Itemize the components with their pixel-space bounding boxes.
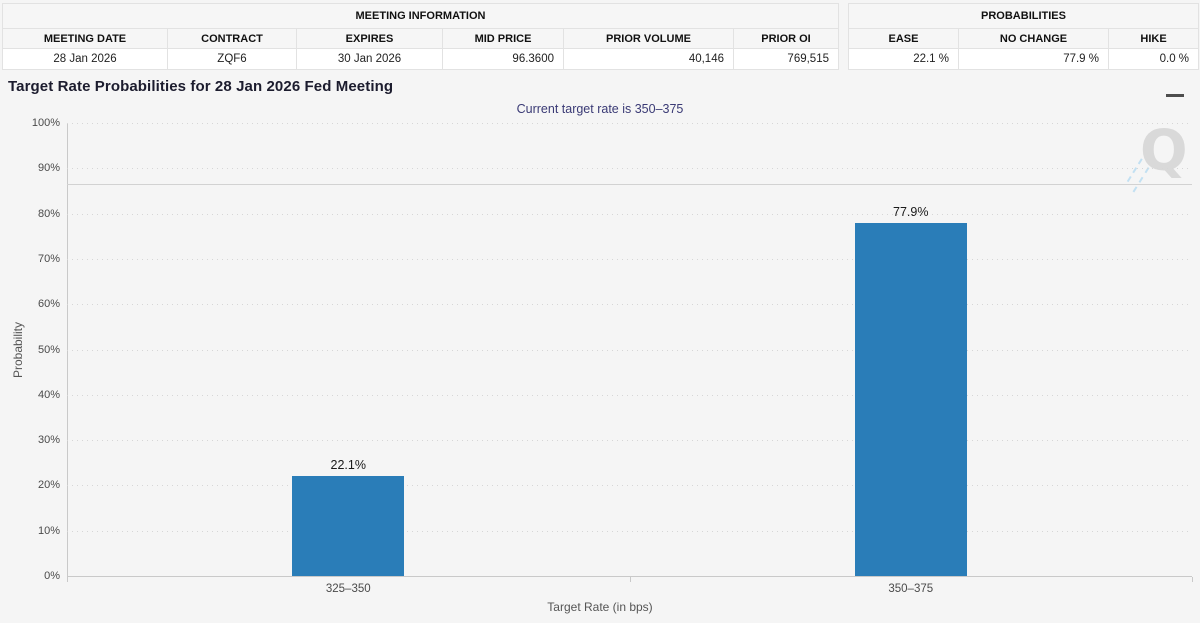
y-tick-label: 40% — [37, 388, 60, 401]
no-change-probability-value: 77.9 % — [958, 48, 1109, 70]
chart-subtitle: Current target rate is 350–375 — [516, 102, 684, 116]
reference-line — [67, 184, 1192, 185]
probability-bar[interactable] — [292, 475, 405, 576]
y-gridline — [67, 440, 1192, 442]
y-tick-label: 60% — [37, 298, 60, 311]
prior-volume-value: 40,146 — [563, 48, 734, 70]
col-header-expires: EXPIRES — [296, 28, 443, 49]
contract-value: ZQF6 — [167, 48, 297, 70]
x-axis-tick — [1192, 577, 1193, 582]
y-gridline — [67, 304, 1192, 306]
x-category-label: 350–375 — [888, 583, 934, 595]
mid-price-value: 96.3600 — [442, 48, 564, 70]
y-gridline — [67, 485, 1192, 487]
y-tick-label: 90% — [37, 162, 60, 175]
y-gridline — [67, 168, 1192, 170]
y-tick-label: 70% — [37, 252, 60, 265]
col-header-prior-volume: PRIOR VOLUME — [563, 28, 734, 49]
probabilities-table: PROBABILITIES EASE NO CHANGE HIKE 22.1 %… — [847, 3, 1200, 70]
x-category-label: 325–350 — [325, 583, 371, 595]
hamburger-menu-button[interactable] — [1153, 80, 1184, 102]
ease-probability-value: 22.1 % — [848, 48, 959, 70]
y-gridline — [67, 349, 1192, 351]
meeting-information-table: MEETING INFORMATION MEETING DATE CONTRAC… — [2, 3, 839, 70]
col-header-contract: CONTRACT — [167, 28, 297, 49]
x-axis-line — [67, 576, 1192, 577]
meeting-date-value: 28 Jan 2026 — [2, 48, 168, 70]
y-gridline — [67, 123, 1192, 124]
x-axis-title: Target Rate (in bps) — [547, 600, 653, 614]
y-tick-label: 100% — [31, 117, 60, 129]
col-header-ease: EASE — [848, 28, 959, 49]
chart-title: Target Rate Probabilities for 28 Jan 202… — [8, 78, 394, 95]
y-gridline — [67, 394, 1192, 396]
y-tick-label: 30% — [37, 434, 60, 447]
y-gridline — [67, 530, 1192, 532]
x-axis-tick — [67, 577, 68, 582]
y-tick-label: 80% — [37, 207, 60, 220]
prior-oi-value: 769,515 — [733, 48, 839, 70]
x-axis-tick — [629, 577, 631, 582]
y-gridline — [67, 258, 1192, 260]
hike-probability-value: 0.0 % — [1107, 48, 1200, 70]
y-gridline — [67, 213, 1192, 215]
bar-value-label: 77.9% — [893, 205, 929, 220]
bar-value-label: 22.1% — [330, 457, 366, 472]
probability-bar[interactable] — [854, 223, 967, 576]
y-tick-label: 0% — [44, 570, 60, 582]
y-tick-label: 20% — [37, 479, 60, 492]
meeting-info-group-header: MEETING INFORMATION — [2, 3, 839, 29]
y-tick-label: 10% — [37, 524, 60, 537]
col-header-meeting-date: MEETING DATE — [2, 28, 168, 49]
col-header-prior-oi: PRIOR OI — [733, 28, 839, 49]
y-tick-label: 50% — [37, 343, 60, 356]
expires-value: 30 Jan 2026 — [296, 48, 443, 70]
